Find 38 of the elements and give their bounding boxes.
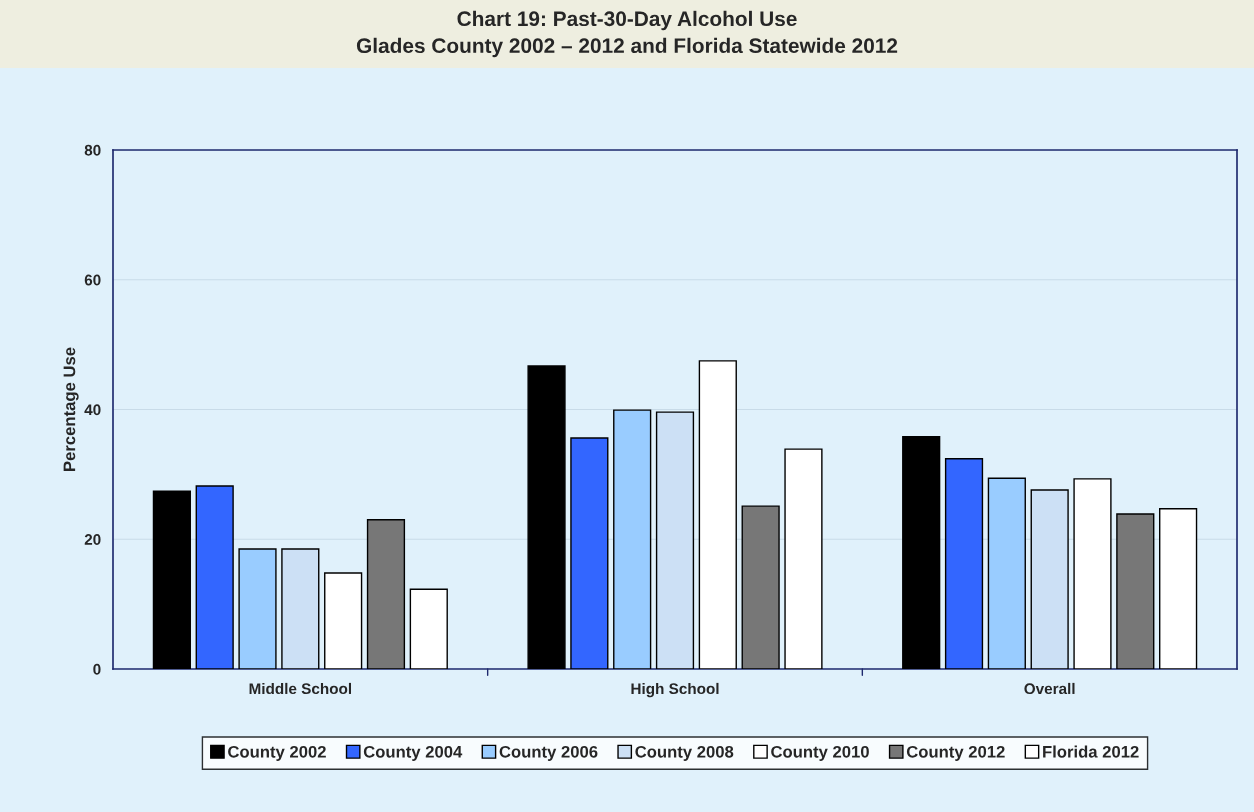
bar xyxy=(570,437,609,669)
legend-label: County 2004 xyxy=(363,745,463,761)
bar xyxy=(944,458,984,669)
legend-label: County 2012 xyxy=(906,745,1005,761)
y-tick-label: 40 xyxy=(84,404,101,416)
bar xyxy=(655,411,695,669)
bar xyxy=(1116,513,1155,669)
chart-title: Chart 19: Past-30-Day Alcohol Use Glades County 2002 – 2012 and Florida Statewide 2012 xyxy=(356,10,898,58)
bar xyxy=(613,409,652,669)
bar xyxy=(324,572,363,669)
y-tick-label: 0 xyxy=(93,663,101,675)
bar xyxy=(741,505,780,669)
bar xyxy=(1159,508,1198,669)
bar xyxy=(195,485,234,669)
y-axis-title: Percentage Use xyxy=(63,347,79,471)
bar xyxy=(784,448,823,669)
y-tick-label: 20 xyxy=(84,534,101,545)
bar xyxy=(987,477,1026,669)
x-tick-label: Middle School xyxy=(249,682,352,695)
bar xyxy=(281,548,320,669)
legend-label: Florida 2012 xyxy=(1043,745,1139,758)
bar xyxy=(527,365,566,669)
bar xyxy=(902,436,941,669)
bar xyxy=(152,490,191,669)
legend-label: County 2006 xyxy=(499,745,598,761)
x-tick-label: High School xyxy=(631,682,719,698)
bar xyxy=(1030,489,1069,669)
bar xyxy=(238,548,277,669)
legend-label: County 2010 xyxy=(771,745,869,761)
bar xyxy=(698,360,737,669)
x-tick-label: Overall xyxy=(1024,682,1075,695)
y-tick-label: 80 xyxy=(84,144,101,156)
bar xyxy=(366,519,406,669)
legend-label: County 2002 xyxy=(228,745,326,761)
bar xyxy=(1073,478,1112,669)
bar xyxy=(409,588,448,669)
legend-label: County 2008 xyxy=(635,745,734,761)
y-tick-label: 60 xyxy=(84,274,101,286)
